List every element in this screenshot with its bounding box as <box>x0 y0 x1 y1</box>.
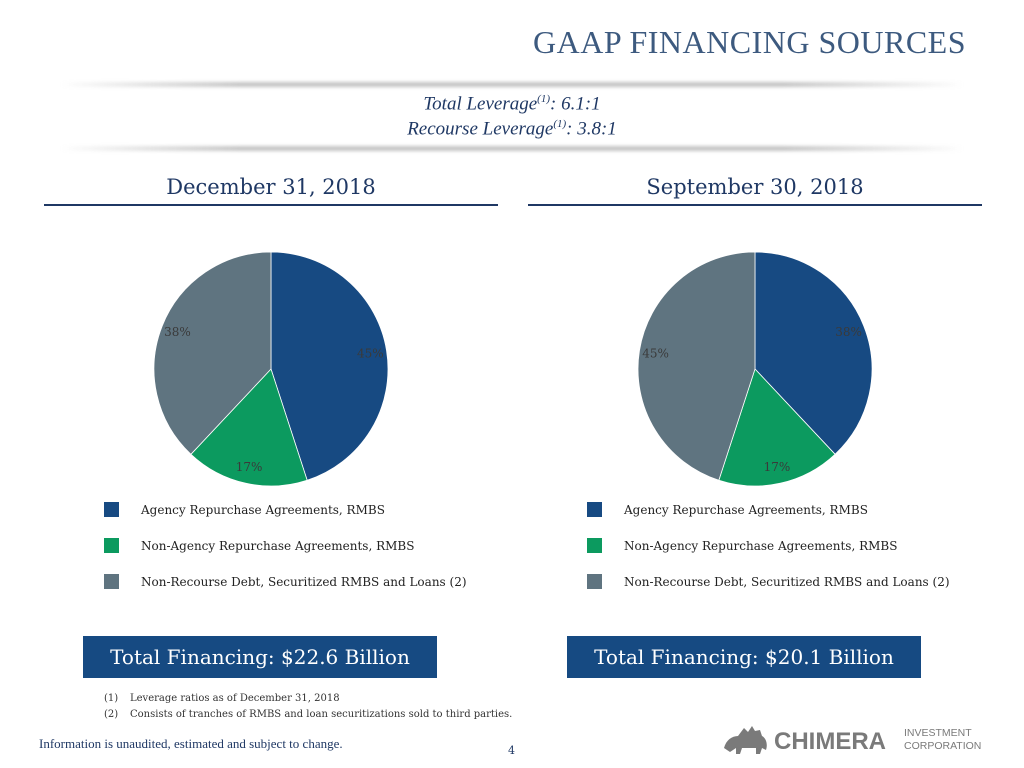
header-shadow-band-top <box>60 82 964 87</box>
period-rule-left <box>44 204 498 206</box>
total-leverage: Total Leverage(1): 6.1:1 <box>0 93 1024 115</box>
legend-swatch-non-recourse <box>587 574 602 589</box>
total-leverage-footnote-ref: (1) <box>537 93 550 105</box>
pie-chart-sep-2018: 38% 17% 45% <box>637 251 873 487</box>
recourse-leverage-value: : 3.8:1 <box>566 118 617 140</box>
logo-line-1: INVESTMENT <box>904 727 972 739</box>
legend-label-non-recourse: Non-Recourse Debt, Securitized RMBS and … <box>624 575 950 589</box>
recourse-leverage: Recourse Leverage(1): 3.8:1 <box>0 118 1024 140</box>
legend-label-non-recourse: Non-Recourse Debt, Securitized RMBS and … <box>141 575 467 589</box>
pie-label-agency: 38% <box>835 325 862 339</box>
footnote-text: Consists of tranches of RMBS and loan se… <box>130 709 513 720</box>
pie-chart-dec-2018: 45% 17% 38% <box>153 251 389 487</box>
legend-label-agency: Agency Repurchase Agreements, RMBS <box>141 503 385 517</box>
legend-label-agency: Agency Repurchase Agreements, RMBS <box>624 503 868 517</box>
pie-label-non-agency: 17% <box>236 460 263 474</box>
page-number: 4 <box>508 744 515 757</box>
legend-label-non-agency: Non-Agency Repurchase Agreements, RMBS <box>141 539 415 553</box>
footnote-1: (1) Leverage ratios as of December 31, 20… <box>104 693 512 704</box>
footnote-2: (2) Consists of tranches of RMBS and loan… <box>104 709 512 720</box>
pie-slice-non-agency <box>190 368 308 487</box>
pie-label-agency: 45% <box>357 346 384 360</box>
period-title-sep-2018: September 30, 2018 <box>646 175 864 199</box>
pie-label-non-recourse: 45% <box>642 346 669 360</box>
pie-slice-non-recourse <box>637 251 756 481</box>
recourse-leverage-label: Recourse Leverage <box>407 118 554 140</box>
footnotes: (1) Leverage ratios as of December 31, 20… <box>104 693 512 725</box>
total-financing-sep-2018: Total Financing: $20.1 Billion <box>567 636 921 678</box>
legend-swatch-non-agency <box>104 538 119 553</box>
logo-line-2: CORPORATION <box>904 740 981 752</box>
pie-slice-non-recourse <box>153 251 272 455</box>
footnote-number: (1) <box>104 693 119 704</box>
pie-slice-non-agency <box>718 368 836 487</box>
disclaimer: Information is unaudited, estimated and … <box>39 736 343 751</box>
pie-label-non-agency: 17% <box>764 460 791 474</box>
pie-slice-agency <box>754 251 873 455</box>
legend-swatch-non-recourse <box>104 574 119 589</box>
period-rule-right <box>528 204 982 206</box>
legend-swatch-non-agency <box>587 538 602 553</box>
footnote-number: (2) <box>104 709 119 720</box>
chimera-beast-icon <box>724 726 767 754</box>
page-title: GAAP FINANCING SOURCES <box>533 24 966 60</box>
header-shadow-band-bottom <box>60 146 964 151</box>
total-financing-dec-2018: Total Financing: $22.6 Billion <box>83 636 437 678</box>
footnote-text: Leverage ratios as of December 31, 2018 <box>130 693 340 704</box>
total-leverage-value: : 6.1:1 <box>550 93 601 115</box>
period-title-dec-2018: December 31, 2018 <box>166 175 376 199</box>
legend-label-non-agency: Non-Agency Repurchase Agreements, RMBS <box>624 539 898 553</box>
logo-wordmark: CHIMERA <box>774 728 886 755</box>
recourse-leverage-footnote-ref: (1) <box>553 118 567 130</box>
pie-label-non-recourse: 38% <box>164 325 191 339</box>
legend-swatch-agency <box>587 502 602 517</box>
pie-slice-agency <box>270 251 389 481</box>
legend-swatch-agency <box>104 502 119 517</box>
chimera-logo: CHIMERA INVESTMENT CORPORATION <box>724 726 981 755</box>
total-leverage-label: Total Leverage <box>423 93 538 115</box>
